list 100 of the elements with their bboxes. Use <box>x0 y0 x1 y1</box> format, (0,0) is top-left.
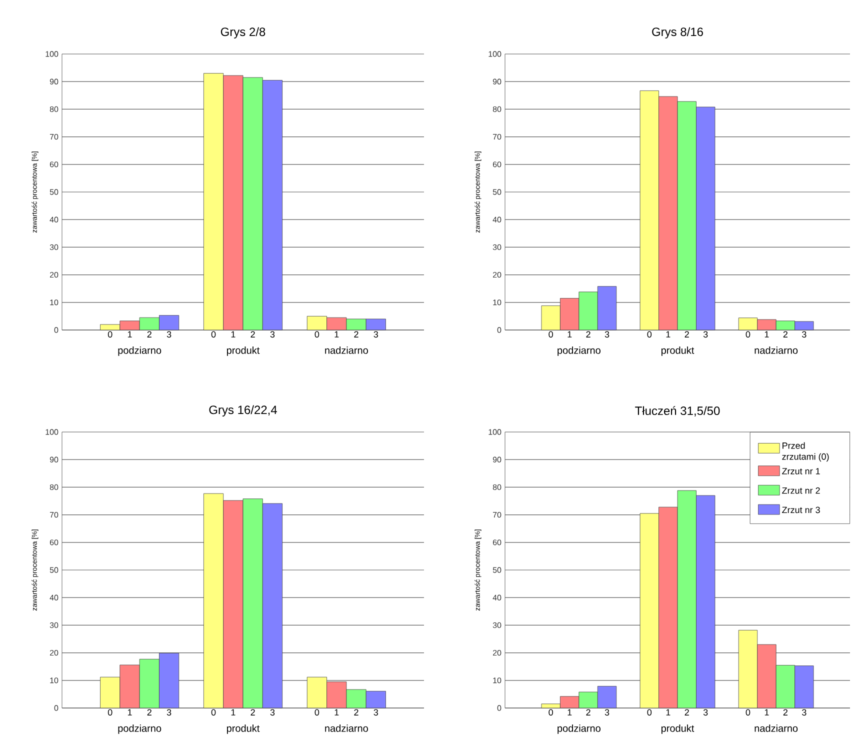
y-tick-label: 100 <box>46 51 58 57</box>
y-tick-label: 30 <box>492 622 502 628</box>
x-tick-label: podziarno <box>118 346 162 356</box>
text: 2 <box>250 709 255 716</box>
y-tick-label: 40 <box>50 594 58 600</box>
y-tick-label: 70 <box>50 512 58 518</box>
text: 2 <box>684 331 689 338</box>
text: 2 <box>783 709 788 716</box>
y-tick-label: 60 <box>492 540 502 546</box>
text: 2 <box>147 331 152 338</box>
text: 3 <box>166 331 172 338</box>
y-tick-label: 90 <box>50 78 58 84</box>
x-tick-label: nadziarno <box>325 724 368 732</box>
text: 1 <box>568 331 572 338</box>
y-tick-label: 50 <box>50 567 58 573</box>
x-tick-label: produkt <box>226 724 260 734</box>
y-tick-label: 50 <box>50 189 58 195</box>
text: 0 <box>211 331 216 338</box>
x-tick-label: podziarno <box>558 724 600 734</box>
y-tick-label: 80 <box>50 484 58 490</box>
y-tick-label: 50 <box>492 189 502 195</box>
y-tick-label: 90 <box>492 78 502 84</box>
chart-title: Grys 16/22,4 <box>209 405 277 416</box>
x-tick-label: nadziarno <box>325 346 368 354</box>
y-tick-label: 10 <box>493 300 502 306</box>
legend-label: Zrzut nr 2 <box>782 487 820 494</box>
chart-title: Tłuczeń 31,5/50 <box>635 406 720 416</box>
text: 1 <box>128 331 132 338</box>
text: 3 <box>604 331 610 338</box>
text: 2 <box>684 709 689 716</box>
text: 0 <box>647 709 652 716</box>
text: 2 <box>354 709 358 716</box>
text: 1 <box>128 709 132 716</box>
chart-title: Grys 8/16 <box>652 27 703 38</box>
y-tick-label: 30 <box>50 244 58 250</box>
y-tick-label: 70 <box>492 134 502 140</box>
y-tick-label: 90 <box>492 456 502 462</box>
y-tick-label: 20 <box>50 272 58 278</box>
legend-label: Zrzut nr 1 <box>782 468 820 474</box>
y-tick-label: 80 <box>50 106 58 112</box>
y-tick-label: 10 <box>493 678 502 684</box>
y-tick-label: 90 <box>50 456 58 462</box>
x-tick-label: nadziarno <box>754 346 798 354</box>
y-tick-label: 0 <box>497 327 502 333</box>
y-tick-label: 80 <box>492 106 502 112</box>
text: 0 <box>108 331 112 338</box>
y-tick-label: 20 <box>50 650 58 656</box>
text: 0 <box>746 331 750 338</box>
text: 0 <box>647 331 652 338</box>
x-tick-label: produkt <box>226 346 260 356</box>
y-tick-label: 10 <box>50 678 58 684</box>
y-tick-label: 40 <box>492 216 502 222</box>
y-tick-label: 20 <box>492 272 502 278</box>
text: 3 <box>703 331 708 338</box>
text: 0 <box>314 709 320 716</box>
text: 3 <box>166 709 172 716</box>
text: 1 <box>231 709 236 716</box>
y-tick-label: 60 <box>50 162 58 168</box>
y-tick-label: 100 <box>488 51 502 57</box>
text: 3 <box>270 331 275 338</box>
y-tick-label: 40 <box>492 594 502 600</box>
text: 0 <box>548 331 553 338</box>
y-tick-label: 70 <box>50 134 58 140</box>
legend-label: Przed zrzutami (0) <box>782 442 829 462</box>
y-tick-label: 0 <box>54 705 58 711</box>
x-tick-label: produkt <box>661 724 694 734</box>
x-tick-label: podziarno <box>558 346 600 356</box>
text: 1 <box>764 331 769 338</box>
text: 1 <box>334 331 339 338</box>
y-tick-label: 20 <box>492 650 502 656</box>
text: 0 <box>746 709 750 716</box>
y-tick-label: 0 <box>497 705 502 711</box>
text: 2 <box>354 331 358 338</box>
text: 3 <box>374 709 378 716</box>
y-tick-label: 40 <box>50 216 58 222</box>
x-tick-label: podziarno <box>118 724 162 734</box>
x-tick-label: nadziarno <box>754 724 798 732</box>
text: 1 <box>666 331 670 338</box>
text: 3 <box>270 709 275 716</box>
text: 2 <box>586 331 590 338</box>
y-tick-label: 60 <box>492 162 502 168</box>
y-tick-label: 30 <box>492 244 502 250</box>
text: 2 <box>147 709 152 716</box>
text: 3 <box>802 331 806 338</box>
text: 3 <box>604 709 610 716</box>
text: 1 <box>568 709 572 716</box>
text: 1 <box>231 331 236 338</box>
y-tick-label: 60 <box>50 540 58 546</box>
text: 3 <box>703 709 708 716</box>
text: 2 <box>783 331 788 338</box>
y-tick-label: 0 <box>54 327 58 333</box>
text: 2 <box>586 709 590 716</box>
text: 1 <box>334 709 339 716</box>
y-tick-label: 10 <box>50 300 58 306</box>
text: 1 <box>764 709 769 716</box>
y-tick-label: 80 <box>492 484 502 490</box>
text: 2 <box>250 331 255 338</box>
y-tick-label: 50 <box>492 567 502 573</box>
y-tick-label: 30 <box>50 622 58 628</box>
x-tick-label: produkt <box>661 346 694 356</box>
